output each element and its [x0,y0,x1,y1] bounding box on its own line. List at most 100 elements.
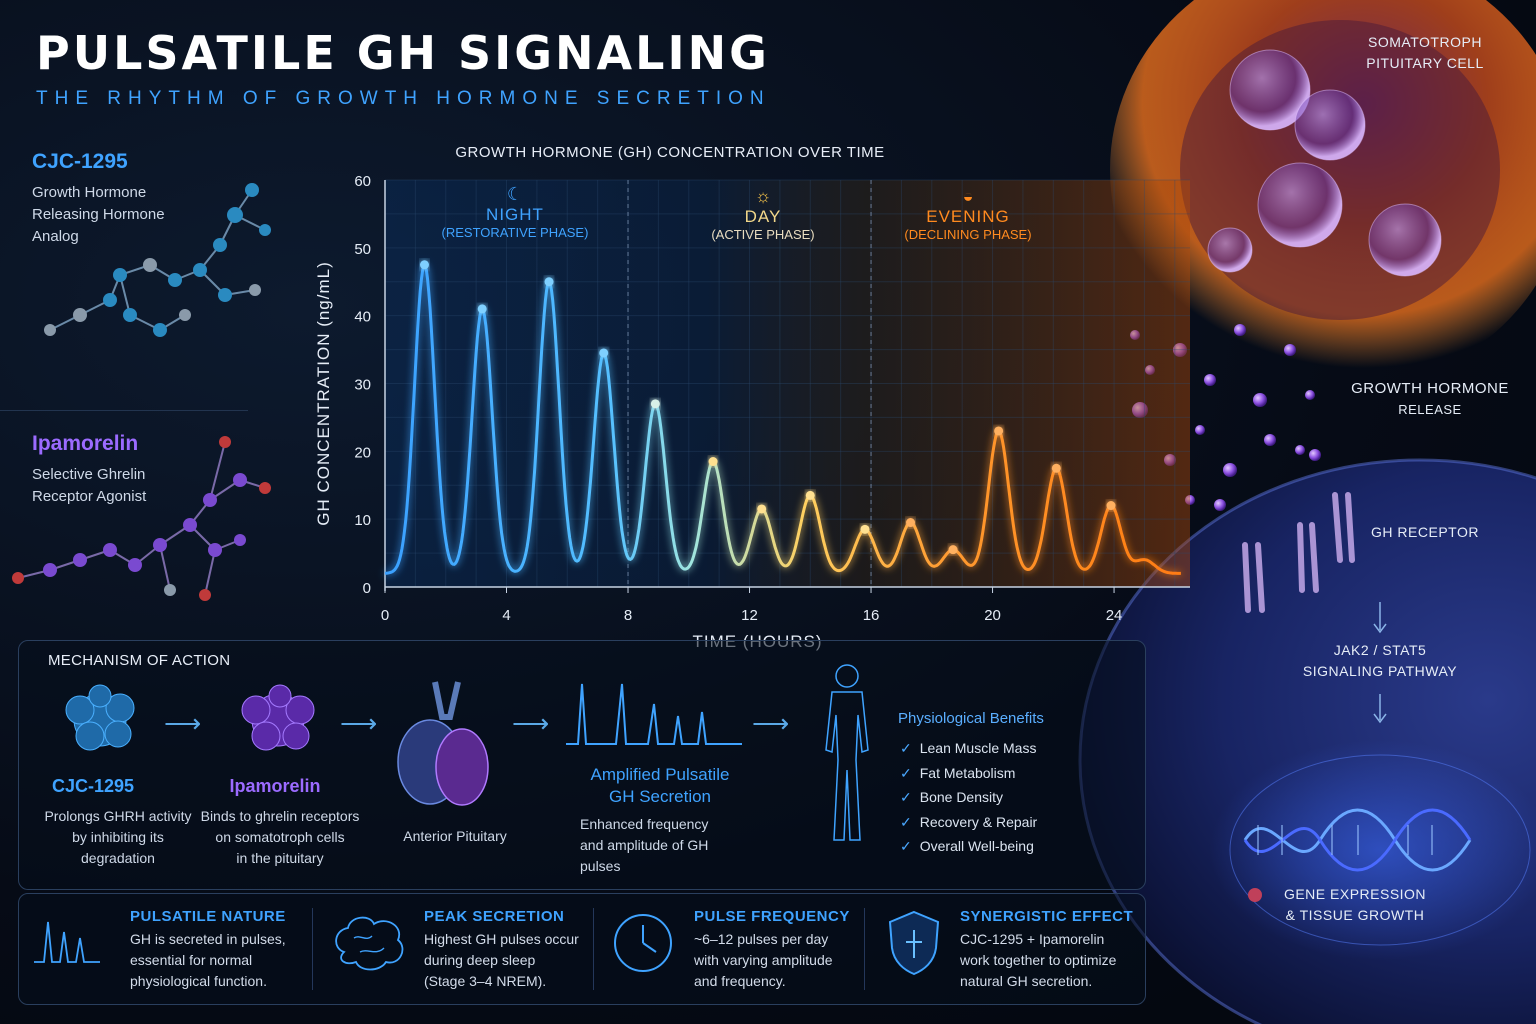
arrow-right-icon: ⟶ [340,708,378,738]
gh-series-line [384,263,1181,575]
human-body-icon [825,664,869,841]
check-icon: ✓ [900,789,912,805]
gene-label: GENE EXPRESSION & TISSUE GROWTH [1275,884,1435,926]
benefits-list: ✓ Lean Muscle Mass ✓ Fat Metabolism ✓ Bone … [900,736,1037,859]
cjc-protein-icon [65,684,135,751]
info-text-line: Highest GH pulses occur [424,931,579,947]
cell-label: SOMATOTROPH PITUITARY CELL [1345,32,1505,74]
benefit-item: ✓ Overall Well-being [900,834,1037,859]
peak-point [419,260,429,270]
peptide-desc-line: Releasing Hormone [32,206,165,223]
moon-icon: ☾ [506,184,524,204]
y-tick-label: 30 [354,377,371,394]
ipamorelin-protein-icon [241,684,315,751]
pituitary-gland-icon [397,681,489,806]
benefit-label: Bone Density [919,789,1004,805]
phase-name: DAY [744,207,782,226]
mech-desc-line: in the pituitary [236,850,324,866]
mech-step-desc: Anterior Pituitary [403,828,507,844]
y-tick-label: 0 [363,580,371,597]
benefit-item: ✓ Fat Metabolism [900,761,1037,786]
mech-step-desc: Enhanced frequency and amplitude of GH p… [580,814,740,877]
x-tick-label: 8 [624,607,632,624]
info-text-line: natural GH secretion. [960,973,1093,989]
plot-area [385,180,1190,587]
page-title: PULSATILE GH SIGNALING [36,26,770,80]
y-tick-label: 40 [354,309,371,326]
pathway-label-line: JAK2 / STAT5 [1333,642,1427,658]
info-text-line: work together to optimize [960,952,1117,968]
info-text-line: with varying amplitude [694,952,833,968]
brain-icon [335,916,404,971]
info-title: PULSE FREQUENCY [694,908,850,925]
info-card: SYNERGISTIC EFFECT CJC-1295 + Ipamorelin… [960,908,1133,992]
pathway-label-line: SIGNALING PATHWAY [1302,663,1458,679]
info-text-line: physiological function. [130,973,267,989]
arrow-right-icon: ⟶ [164,708,202,738]
info-text-line: GH is secreted in pulses, [130,931,286,947]
phase-sub: (DECLINING PHASE) [904,227,1032,242]
info-text-line: (Stage 3–4 NREM). [424,973,547,989]
benefit-label: Fat Metabolism [919,764,1016,781]
x-tick-label: 24 [1106,607,1123,624]
mechanism-panel [18,640,1146,890]
peak-point [708,457,718,467]
left-divider [0,410,248,411]
peak-point [477,304,487,314]
arrow-right-icon: ⟶ [752,708,790,738]
info-title: SYNERGISTIC EFFECT [960,908,1134,925]
x-tick-label: 12 [741,607,758,624]
info-title: PEAK SECRETION [424,908,565,925]
check-icon: ✓ [900,813,912,830]
y-tick-label: 10 [354,512,371,529]
mech-desc-line: degradation [81,850,155,866]
peak-point [1051,463,1061,473]
phase-sub: (RESTORATIVE PHASE) [441,225,589,240]
benefits-title: Physiological Benefits [898,710,1044,727]
peptide-ipamorelin-card: Ipamorelin Selective Ghrelin Receptor Ag… [32,432,146,508]
info-text-line: essential for normal [130,952,253,968]
mech-step-name: CJC-1295 [51,776,135,796]
page-subtitle: THE RHYTHM OF GROWTH HORMONE SECRETION [36,88,771,109]
cell-label-line: SOMATOTROPH [1368,34,1482,50]
peak-point [906,518,916,528]
x-tick-label: 16 [863,607,880,624]
shield-icon [888,910,940,976]
peak-point [948,545,958,555]
cell-label-line: PITUITARY CELL [1366,55,1484,71]
release-label-line: GROWTH HORMONE [1351,380,1509,397]
phase-night: ☾ NIGHT (RESTORATIVE PHASE) [440,184,590,240]
clock-icon [614,914,672,972]
benefit-label: Overall Well-being [919,838,1034,854]
y-tick-label: 50 [354,241,371,258]
release-label: GROWTH HORMONE RELEASE [1340,378,1520,420]
receptor-label: GH RECEPTOR [1371,524,1479,540]
mech-desc-line: Enhanced frequency [580,816,709,832]
peak-point [599,348,609,358]
phase-name: EVENING [926,207,1010,226]
y-axis-label: GH CONCENTRATION (ng/mL) [314,261,333,526]
info-card: PULSE FREQUENCY ~6–12 pulses per day wit… [694,908,850,992]
peak-point [650,399,660,409]
info-text-line: ~6–12 pulses per day [694,931,829,947]
gene-label-line: & TISSUE GROWTH [1285,907,1425,923]
peak-point [805,490,815,500]
info-text-line: during deep sleep [424,952,536,968]
ipamorelin-molecule-icon [12,436,271,601]
info-divider [312,908,313,990]
gene-label-line: GENE EXPRESSION [1283,886,1427,902]
peptide-cjc-card: CJC-1295 Growth Hormone Releasing Hormon… [32,150,165,248]
chart-title: GROWTH HORMONE (GH) CONCENTRATION OVER T… [455,144,885,161]
mech-step-desc: Binds to ghrelin receptors on somatotrop… [190,806,370,869]
cjc-molecule-icon [44,183,271,337]
y-tick-label: 60 [354,173,371,190]
sun-icon: ☼ [754,186,772,206]
phase-sub: (ACTIVE PHASE) [711,227,815,242]
peptide-desc-line: Growth Hormone [32,184,147,201]
mech-desc-line: by inhibiting its [72,829,164,845]
peptide-desc-line: Receptor Agonist [32,488,147,505]
mech-step-desc: Prolongs GHRH activity by inhibiting its… [18,806,218,869]
mechanism-title: MECHANISM OF ACTION [48,652,231,669]
sunset-icon: ◒ [962,186,974,206]
